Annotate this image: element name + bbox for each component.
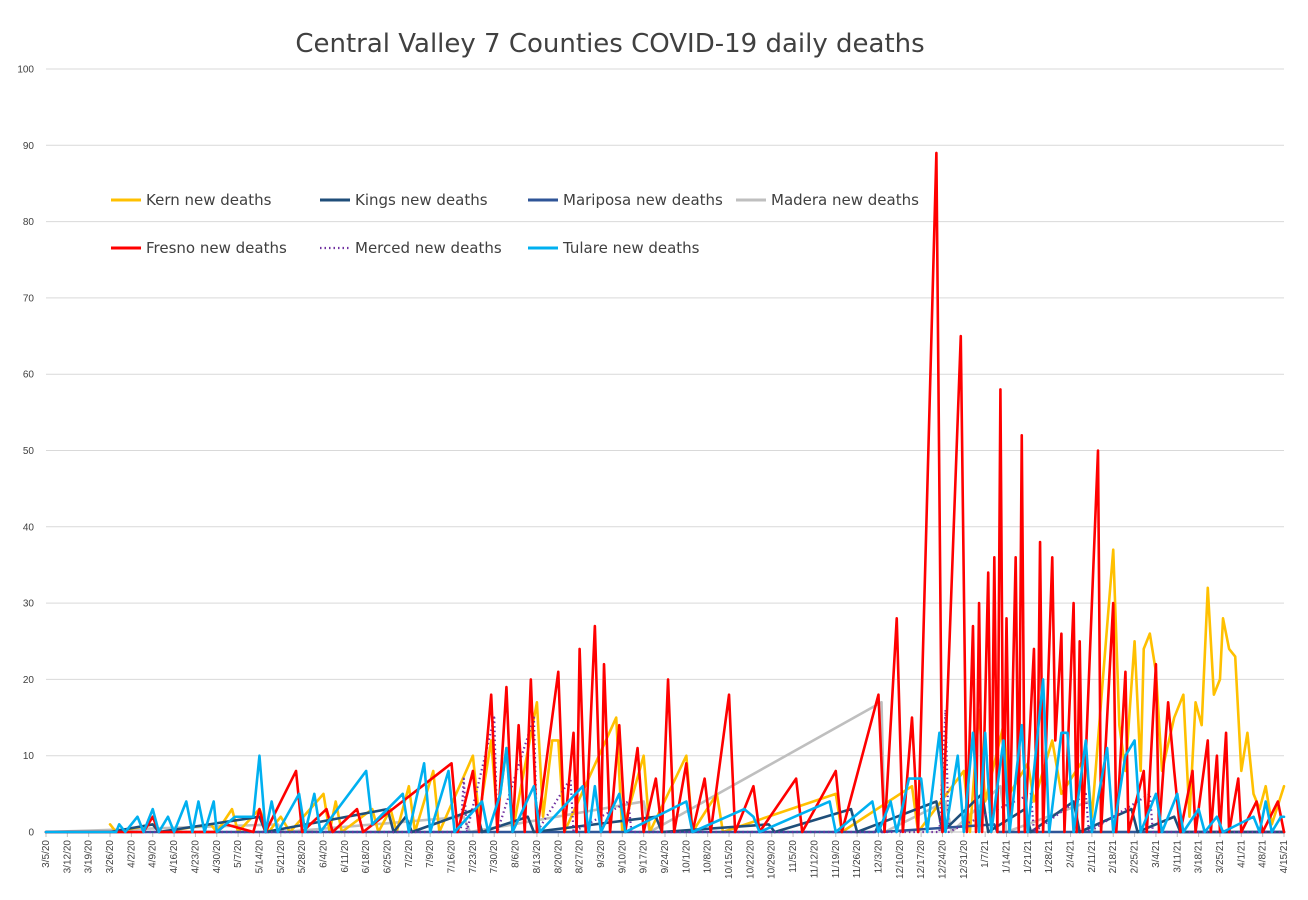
gridlines bbox=[46, 68, 1284, 833]
x-tick-label: 4/30/20 bbox=[212, 840, 223, 874]
y-tick-label: 40 bbox=[23, 522, 35, 533]
x-tick-label: 9/24/20 bbox=[660, 840, 671, 874]
series-lines bbox=[44, 151, 1286, 834]
y-axis: 0 10 20 30 40 50 60 70 80 90 100 bbox=[17, 65, 34, 839]
series-line-fresno bbox=[44, 151, 1286, 834]
x-tick-label: 10/29/20 bbox=[767, 840, 778, 879]
x-tick-label: 10/8/20 bbox=[703, 840, 714, 874]
y-tick-label: 80 bbox=[23, 217, 35, 228]
y-tick-label: 20 bbox=[23, 675, 35, 686]
x-tick-label: 4/16/20 bbox=[169, 840, 180, 874]
legend-label: Kings new deaths bbox=[355, 191, 488, 209]
y-tick-label: 10 bbox=[23, 751, 35, 762]
x-tick-label: 10/1/20 bbox=[681, 840, 692, 874]
x-tick-label: 4/2/20 bbox=[126, 840, 137, 868]
legend-label: Fresno new deaths bbox=[146, 239, 287, 257]
x-tick-label: 1/14/21 bbox=[1002, 840, 1013, 874]
x-tick-label: 5/21/20 bbox=[276, 840, 287, 874]
x-tick-label: 8/13/20 bbox=[532, 840, 543, 874]
y-tick-label: 50 bbox=[23, 446, 35, 457]
x-tick-label: 6/18/20 bbox=[361, 840, 372, 874]
x-tick-label: 3/25/21 bbox=[1215, 840, 1226, 874]
series-line-tulare bbox=[44, 678, 1286, 834]
x-tick-label: 12/3/20 bbox=[873, 840, 884, 874]
legend-label: Kern new deaths bbox=[146, 191, 272, 209]
x-tick-label: 5/7/20 bbox=[233, 840, 244, 868]
x-tick-label: 4/15/21 bbox=[1279, 840, 1290, 874]
x-tick-label: 11/12/20 bbox=[809, 840, 820, 879]
x-tick-label: 8/6/20 bbox=[511, 840, 522, 868]
x-axis: 3/5/20 3/12/20 3/19/20 3/26/20 4/2/20 4/9/20 4… bbox=[41, 832, 1290, 879]
series-line-merced bbox=[46, 708, 1284, 834]
x-tick-label: 1/21/21 bbox=[1023, 840, 1034, 874]
x-tick-label: 5/28/20 bbox=[297, 840, 308, 874]
x-tick-label: 6/25/20 bbox=[383, 840, 394, 874]
x-tick-label: 7/2/20 bbox=[404, 840, 415, 868]
x-tick-label: 2/18/21 bbox=[1108, 840, 1119, 874]
x-tick-label: 4/23/20 bbox=[190, 840, 201, 874]
y-tick-label: 0 bbox=[28, 828, 34, 839]
x-tick-label: 3/5/20 bbox=[41, 840, 52, 868]
x-tick-label: 9/17/20 bbox=[639, 840, 650, 874]
y-tick-label: 60 bbox=[23, 370, 35, 381]
x-tick-label: 8/20/20 bbox=[553, 840, 564, 874]
x-tick-label: 2/25/21 bbox=[1130, 840, 1141, 874]
x-tick-label: 12/10/20 bbox=[895, 840, 906, 879]
x-tick-label: 3/12/20 bbox=[62, 840, 73, 874]
x-tick-label: 9/3/20 bbox=[596, 840, 607, 868]
x-tick-label: 4/9/20 bbox=[148, 840, 159, 868]
x-tick-label: 3/4/21 bbox=[1151, 840, 1162, 868]
x-tick-label: 2/11/21 bbox=[1087, 840, 1098, 873]
x-tick-label: 1/28/21 bbox=[1044, 840, 1055, 874]
y-tick-label: 70 bbox=[23, 293, 35, 304]
x-tick-label: 12/17/20 bbox=[916, 840, 927, 879]
x-tick-label: 11/5/20 bbox=[788, 840, 799, 873]
legend: Kern new deaths Kings new deaths Mariposa … bbox=[111, 191, 919, 257]
x-tick-label: 5/14/20 bbox=[254, 840, 265, 874]
x-tick-label: 7/9/20 bbox=[425, 840, 436, 868]
x-tick-label: 3/19/20 bbox=[84, 840, 95, 874]
x-tick-label: 6/4/20 bbox=[318, 840, 329, 868]
y-tick-label: 90 bbox=[23, 141, 35, 152]
x-tick-label: 2/4/21 bbox=[1066, 840, 1077, 868]
x-tick-label: 3/11/21 bbox=[1172, 840, 1183, 873]
legend-label: Madera new deaths bbox=[771, 191, 919, 209]
x-tick-label: 7/16/20 bbox=[447, 840, 458, 874]
x-tick-label: 7/23/20 bbox=[468, 840, 479, 874]
x-tick-label: 1/7/21 bbox=[980, 840, 991, 868]
legend-label: Mariposa new deaths bbox=[563, 191, 723, 209]
series-line-kern bbox=[108, 548, 1286, 834]
x-tick-label: 11/19/20 bbox=[831, 840, 842, 879]
x-tick-label: 10/22/20 bbox=[745, 840, 756, 879]
chart-title: Central Valley 7 Counties COVID-19 daily… bbox=[295, 29, 924, 59]
x-tick-label: 12/24/20 bbox=[937, 840, 948, 879]
x-tick-label: 4/1/21 bbox=[1236, 840, 1247, 868]
y-tick-label: 30 bbox=[23, 599, 35, 610]
x-tick-label: 7/30/20 bbox=[489, 840, 500, 874]
legend-label: Merced new deaths bbox=[355, 239, 502, 257]
legend-label: Tulare new deaths bbox=[562, 239, 700, 257]
x-tick-label: 9/10/20 bbox=[617, 840, 628, 874]
x-tick-label: 6/11/20 bbox=[340, 840, 351, 873]
x-tick-label: 12/31/20 bbox=[959, 840, 970, 879]
x-tick-label: 3/18/21 bbox=[1194, 840, 1205, 874]
x-tick-label: 11/26/20 bbox=[852, 840, 863, 879]
x-tick-label: 10/15/20 bbox=[724, 840, 735, 879]
x-tick-label: 4/8/21 bbox=[1258, 840, 1269, 868]
y-tick-label: 100 bbox=[17, 65, 34, 76]
x-tick-label: 8/27/20 bbox=[575, 840, 586, 874]
x-tick-label: 3/26/20 bbox=[105, 840, 116, 874]
